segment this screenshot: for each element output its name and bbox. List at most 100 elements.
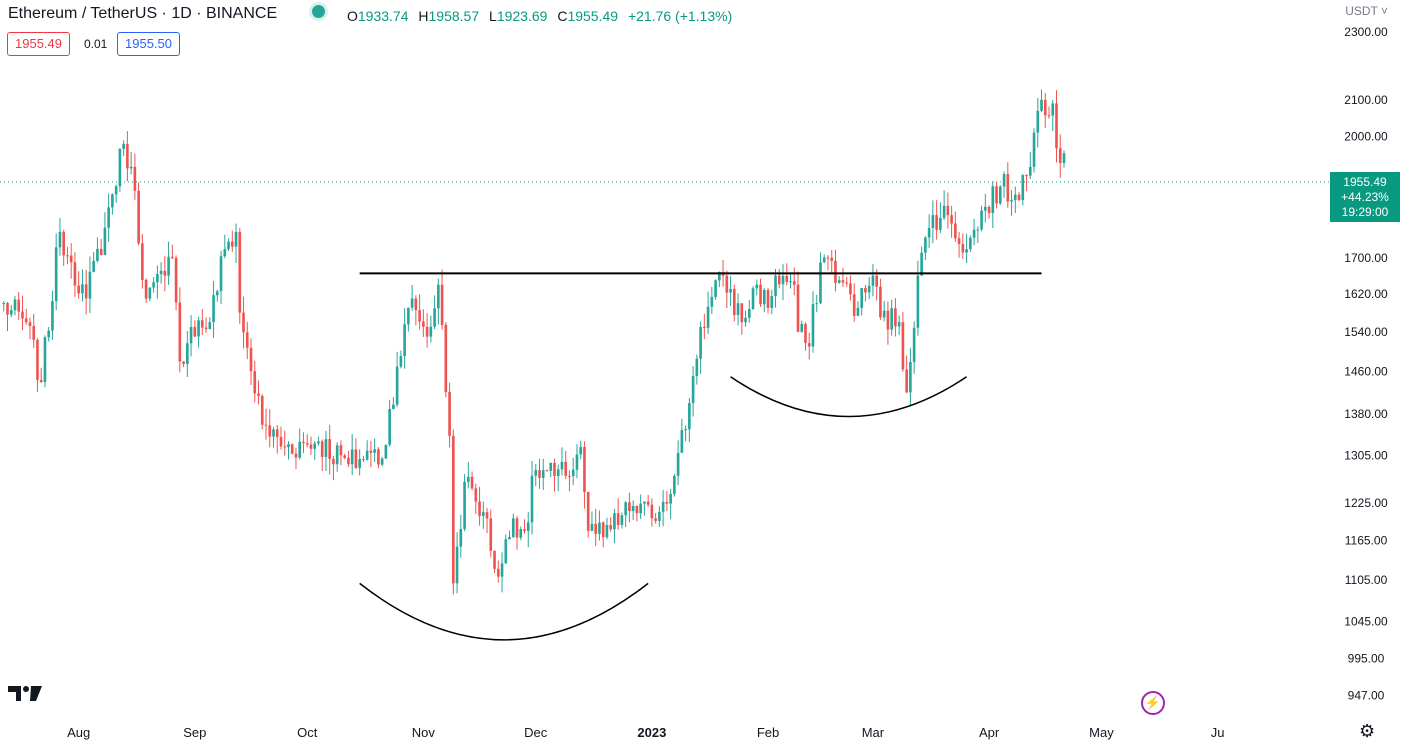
candle (804, 322, 807, 351)
candle (905, 355, 908, 394)
price-tick-label: 1620.00 (1344, 287, 1388, 301)
candle (62, 229, 66, 267)
candle (504, 534, 508, 564)
candle (553, 458, 556, 492)
candle (669, 488, 672, 520)
candle (354, 438, 358, 469)
currency-selector[interactable]: USDT ˅ (1345, 4, 1388, 18)
candle (631, 500, 635, 521)
candle (433, 295, 436, 330)
candle (332, 455, 335, 481)
candle (864, 284, 867, 302)
candle (84, 270, 88, 315)
low-value: 1923.69 (496, 8, 548, 24)
candle (740, 303, 744, 335)
candle (193, 320, 197, 338)
candle (1028, 152, 1032, 180)
tradingview-logo-icon[interactable] (8, 684, 44, 704)
price-tick-label: 2100.00 (1344, 93, 1388, 107)
time-tick-label: Ju (1211, 725, 1225, 740)
candle (605, 517, 609, 540)
candle (6, 301, 9, 332)
candle (901, 312, 905, 372)
price-axis[interactable]: 2300.002100.002000.001800.001700.001620.… (1344, 25, 1388, 703)
candle (879, 278, 882, 320)
candle (9, 304, 13, 318)
candle (200, 309, 204, 335)
candle (575, 444, 579, 479)
candle (422, 309, 425, 337)
candle (403, 308, 406, 369)
candle (965, 233, 968, 263)
lightning-bolt-icon[interactable]: ⚡ (1141, 691, 1165, 715)
candle (916, 260, 920, 336)
candle (744, 310, 747, 327)
candle (425, 313, 429, 348)
candle (1002, 171, 1006, 198)
candle (410, 284, 414, 311)
candle (774, 268, 777, 308)
candle (1043, 93, 1047, 128)
candle (998, 185, 1002, 206)
candle (219, 250, 223, 305)
candle (1055, 90, 1058, 163)
candle (234, 223, 238, 263)
candle (245, 321, 249, 360)
candle (347, 450, 350, 468)
price-tick-label: 995.00 (1348, 651, 1385, 665)
price-tick-label: 1305.00 (1344, 449, 1388, 463)
cup-curve[interactable] (730, 376, 968, 418)
market-status-icon[interactable] (312, 5, 325, 18)
candle (122, 140, 125, 156)
candle (969, 235, 972, 252)
candle (586, 491, 590, 538)
candle (950, 205, 953, 238)
candle (99, 238, 103, 256)
candle (197, 316, 200, 348)
candle (1010, 189, 1013, 216)
candle (287, 441, 290, 460)
candle (583, 441, 586, 509)
candle (871, 264, 875, 297)
candle (485, 507, 489, 534)
candle (624, 501, 627, 528)
time-tick-label: Feb (757, 725, 779, 740)
candle (957, 232, 961, 258)
candle (691, 366, 695, 417)
candle (365, 440, 369, 461)
candle (890, 299, 893, 336)
gear-icon[interactable]: ⚙ (1359, 721, 1376, 741)
candle (849, 275, 852, 301)
candle (313, 440, 317, 460)
buy-button[interactable]: 1955.50 (117, 32, 180, 56)
candle (466, 461, 470, 489)
candle (703, 313, 706, 340)
candle (747, 300, 751, 323)
candle (182, 361, 185, 368)
cup-curve[interactable] (359, 582, 649, 641)
candle (444, 322, 448, 398)
candle (28, 317, 32, 340)
last-price-badge: 1955.49 +44.23% 19:29:00 (1330, 172, 1400, 222)
candle (500, 552, 504, 593)
time-axis[interactable]: Aug Sep Oct Nov Dec 2023 Feb Mar Apr May Ju (67, 725, 1224, 740)
candle (418, 294, 421, 330)
candle (208, 317, 212, 330)
badge-price: 1955.49 (1343, 175, 1387, 189)
candle (526, 512, 530, 548)
symbol-title[interactable]: Ethereum / TetherUS · 1D · BINANCE (8, 5, 278, 22)
candle (706, 291, 710, 334)
candle (66, 246, 69, 265)
candle (508, 530, 511, 540)
candle (373, 438, 376, 463)
sell-button[interactable]: 1955.49 (7, 32, 70, 56)
candle (32, 313, 36, 348)
candle (107, 193, 110, 242)
open-value: 1933.74 (357, 8, 409, 24)
candle (1051, 99, 1055, 132)
candle (897, 315, 901, 335)
candle (377, 447, 380, 469)
time-tick-label: Apr (979, 725, 1000, 740)
time-tick-label: Mar (862, 725, 885, 740)
